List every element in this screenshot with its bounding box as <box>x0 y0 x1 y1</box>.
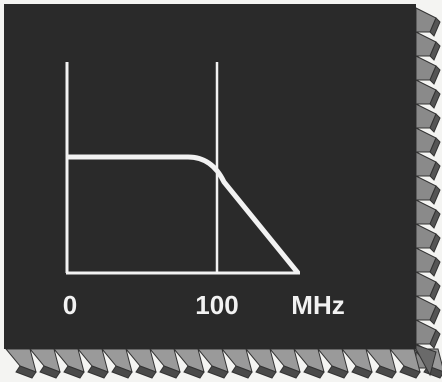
edge-facet <box>429 41 441 61</box>
edge-facet <box>429 329 441 349</box>
edge-facet <box>429 137 441 157</box>
edge-facet <box>429 281 441 301</box>
edge-facet <box>63 365 85 379</box>
edge-facet <box>159 365 181 379</box>
edge-facet <box>207 365 229 379</box>
edge-facet <box>429 161 441 181</box>
edge-facet <box>183 365 205 379</box>
edge-facet <box>429 233 441 253</box>
unit-label: MHz <box>291 290 344 320</box>
panel <box>4 4 416 349</box>
edge-facet <box>375 365 397 379</box>
edge-facet <box>399 365 421 379</box>
edge-facet <box>15 365 37 379</box>
edge-facet <box>111 365 133 379</box>
edge-facet <box>255 365 277 379</box>
edge-facet <box>87 365 109 379</box>
edge-facet <box>429 65 441 85</box>
edge-facet <box>303 365 325 379</box>
origin-label: 0 <box>63 290 77 320</box>
edge-facet <box>429 17 441 37</box>
edge-facet <box>429 209 441 229</box>
edge-facet <box>429 305 441 325</box>
cutoff-label: 100 <box>195 290 238 320</box>
edge-facet <box>429 185 441 205</box>
edge-facet <box>429 257 441 277</box>
edge-facet <box>429 89 441 109</box>
panel-edge <box>4 7 442 379</box>
response-curve <box>67 154 300 275</box>
edge-facet <box>39 365 61 379</box>
edge-facet <box>231 365 253 379</box>
edge-facet <box>351 365 373 379</box>
edge-facet <box>279 365 301 379</box>
edge-facet <box>135 365 157 379</box>
edge-facet <box>429 113 441 133</box>
edge-facet <box>327 365 349 379</box>
